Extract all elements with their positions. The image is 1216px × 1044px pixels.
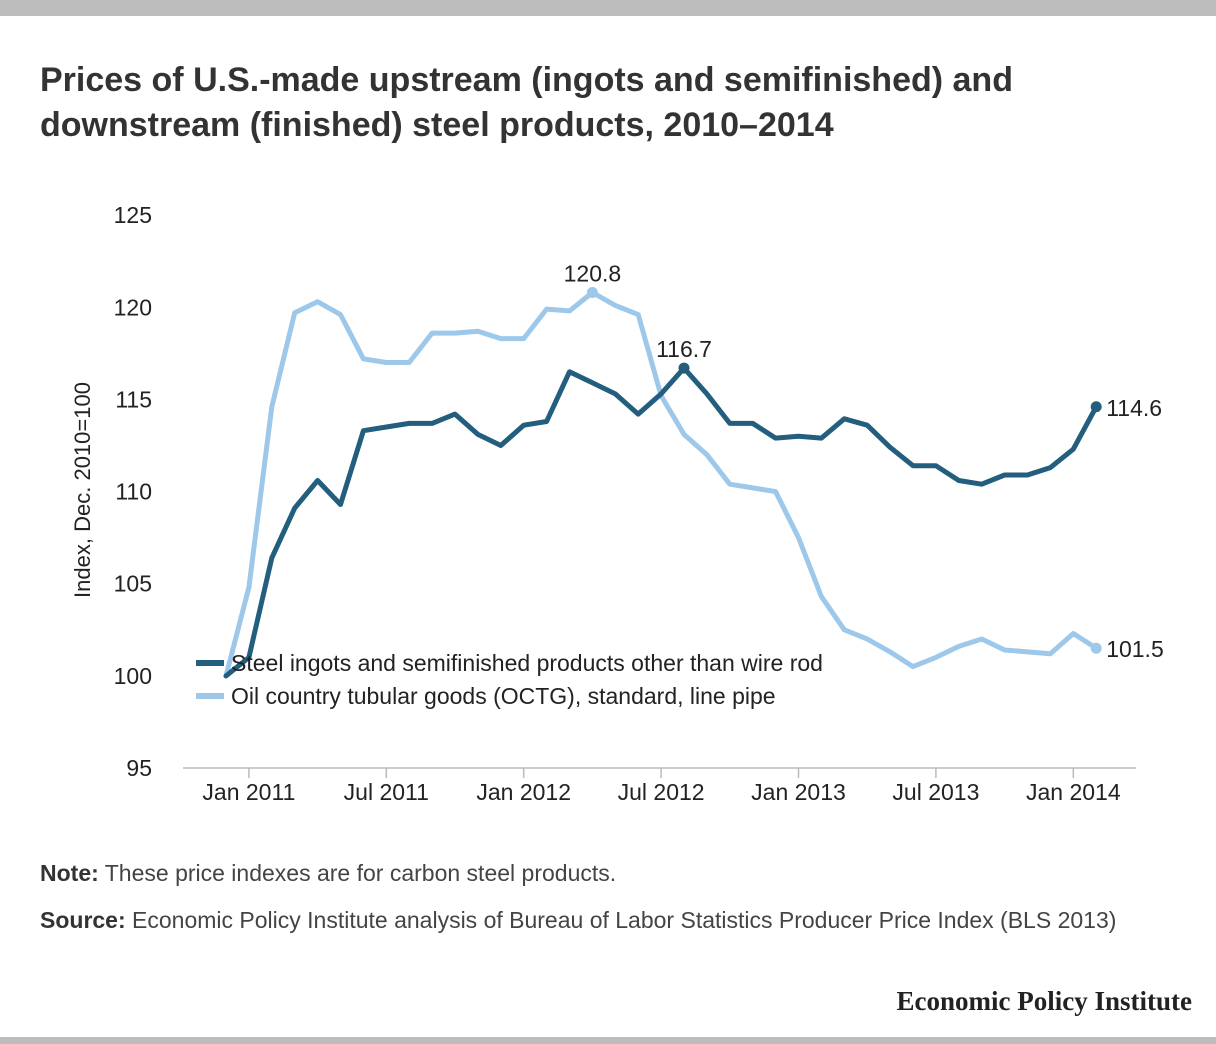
y-tick-label: 125 (114, 202, 152, 228)
note-text: These price indexes are for carbon steel… (98, 860, 617, 886)
y-tick-label: 110 (115, 479, 152, 505)
chart-source: Source: Economic Policy Institute analys… (40, 904, 1170, 936)
source-text: Economic Policy Institute analysis of Bu… (125, 907, 1117, 933)
chart-note: Note: These price indexes are for carbon… (40, 857, 1170, 889)
x-tick-label: Jul 2012 (618, 779, 705, 805)
series-1-end-marker (1090, 401, 1102, 413)
x-tick-label: Jan 2014 (1026, 779, 1121, 805)
x-tick-label: Jan 2012 (476, 779, 571, 805)
y-tick-label: 100 (114, 663, 152, 689)
series-2-end-label: 101.5 (1106, 636, 1164, 662)
x-tick-label: Jul 2013 (892, 779, 979, 805)
series-2-peak-label: 120.8 (564, 261, 622, 287)
series-line-1 (223, 365, 1099, 679)
legend-label-2: Oil country tubular goods (OCTG), standa… (231, 683, 776, 709)
note-label: Note: (40, 860, 99, 886)
bottom-border (0, 1037, 1216, 1044)
series-2-end-marker (1090, 642, 1102, 654)
series-1-end-label: 114.6 (1106, 395, 1162, 421)
chart-title: Prices of U.S.-made upstream (ingots and… (40, 61, 1013, 144)
x-tick-label: Jan 2011 (202, 779, 295, 805)
y-tick-label: 115 (115, 386, 152, 412)
legend-label-1: Steel ingots and semifinished products o… (231, 650, 823, 676)
source-label: Source: (40, 907, 126, 933)
series-1-peak-marker (678, 362, 690, 374)
y-tick-label: 95 (126, 755, 152, 781)
y-tick-label: 105 (114, 571, 152, 597)
x-tick-label: Jul 2011 (344, 779, 429, 805)
x-tick-label: Jan 2013 (751, 779, 846, 805)
series-2-peak-marker (586, 287, 598, 299)
y-axis-label: Index, Dec. 2010=100 (70, 382, 95, 598)
line-chart: 125 120 115 110 105 100 95 Jan 2011 Jul 2011 Jan … (70, 202, 1164, 805)
y-tick-label: 120 (114, 294, 152, 320)
series-1-peak-label: 116.7 (656, 336, 712, 362)
top-border (0, 0, 1216, 16)
brand-logo: Economic Policy Institute (896, 986, 1192, 1016)
